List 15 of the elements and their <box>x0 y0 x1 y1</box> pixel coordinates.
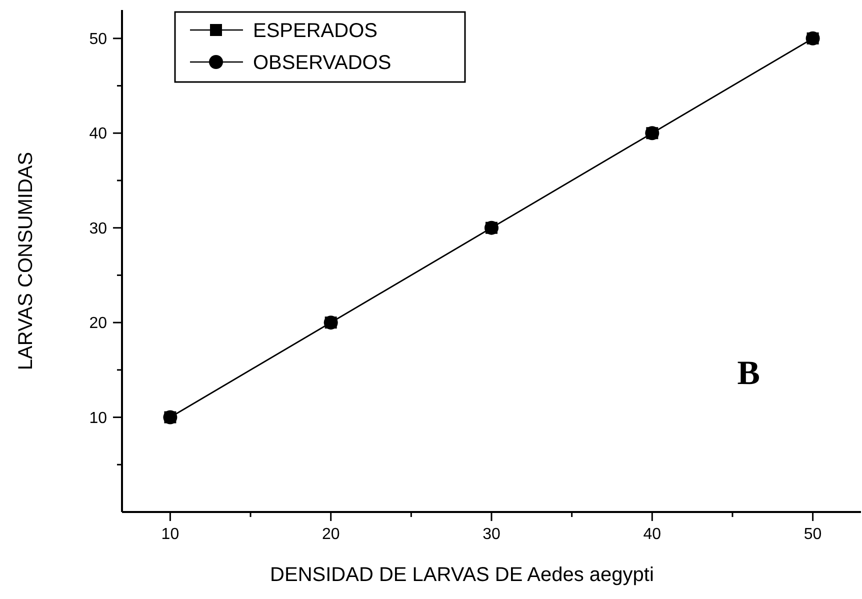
y-axis-title: LARVAS CONSUMIDAS <box>15 152 37 370</box>
y-tick-label: 20 <box>89 315 108 332</box>
y-tick-label: 30 <box>89 220 108 238</box>
y-tick-label: 50 <box>89 31 108 48</box>
legend-label: ESPERADOS <box>253 20 378 42</box>
annotation: B <box>737 355 760 392</box>
y-tick-label: 10 <box>89 410 108 427</box>
x-tick-label: 40 <box>643 526 662 543</box>
x-axis-title: DENSIDAD DE LARVAS DE Aedes aegypti <box>270 564 654 586</box>
x-tick-label: 50 <box>804 526 822 543</box>
y-tick-label: 40 <box>89 126 108 143</box>
x-tick-label: 30 <box>482 526 500 543</box>
x-tick-label: 20 <box>322 526 340 543</box>
legend-label: OBSERVADOS <box>253 52 392 74</box>
x-tick-label: 10 <box>161 526 180 543</box>
